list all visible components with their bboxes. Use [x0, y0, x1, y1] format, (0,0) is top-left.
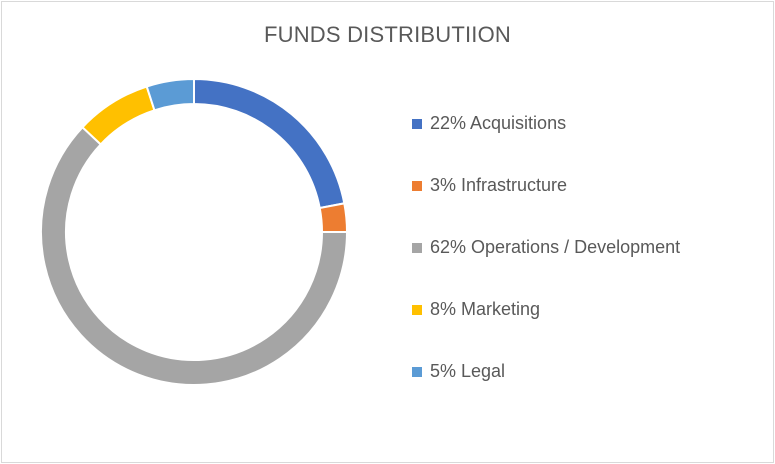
legend-swatch: [412, 180, 422, 191]
donut-slice-legal: [145, 77, 195, 112]
legend-label: 22% Acquisitions: [430, 113, 567, 133]
legend-swatch: [412, 304, 422, 315]
legend-item-marketing: 8% Marketing: [412, 299, 540, 320]
legend-label: 5% Legal: [430, 361, 506, 381]
legend-item-operations-development: 62% Operations / Development: [412, 237, 680, 258]
donut-slice-operations-development: [40, 125, 349, 386]
legend-label: 8% Marketing: [430, 299, 541, 319]
legend-item-infrastructure: 3% Infrastructure: [412, 175, 567, 196]
legend-item-legal: 5% Legal: [412, 361, 505, 382]
donut-slice-acquisitions: [193, 77, 346, 210]
legend-swatch: [412, 366, 422, 377]
legend-item-acquisitions: 22% Acquisitions: [412, 113, 566, 134]
donut-slice-infrastructure: [318, 202, 349, 233]
chart-title: FUNDS DISTRIBUTIION: [263, 22, 512, 47]
legend-label: 62% Operations / Development: [430, 237, 681, 257]
legend-label: 3% Infrastructure: [430, 175, 568, 195]
legend-swatch: [412, 118, 422, 129]
donut-slice-marketing: [81, 85, 156, 146]
donut-slices: [40, 77, 349, 386]
legend-swatch: [412, 242, 422, 253]
